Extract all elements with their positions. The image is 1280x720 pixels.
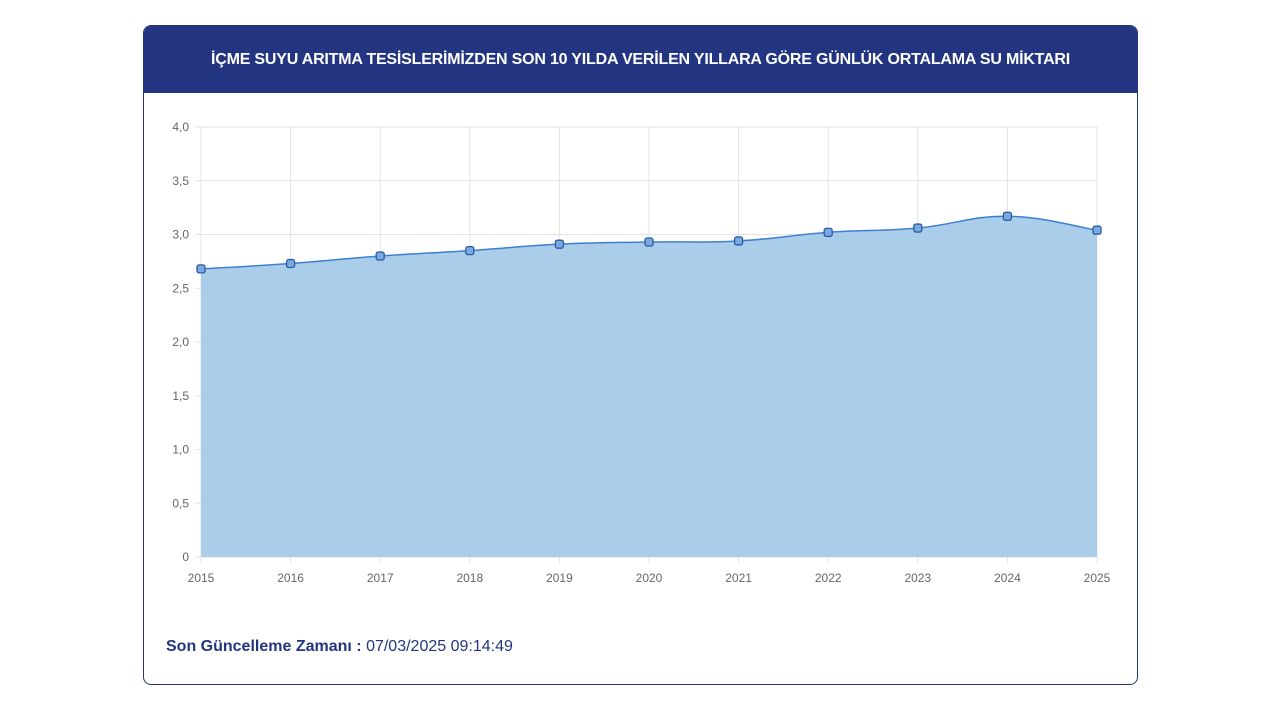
last-update-value: 07/03/2025 09:14:49 — [366, 638, 513, 655]
x-tick-label: 2021 — [725, 571, 752, 585]
data-point — [375, 251, 385, 261]
data-point — [733, 236, 744, 246]
x-tick-label: 2025 — [1084, 571, 1111, 585]
data-point — [196, 264, 206, 274]
x-tick-label: 2023 — [904, 571, 931, 585]
x-tick-label: 2020 — [636, 571, 663, 585]
chart-title: İÇME SUYU ARITMA TESİSLERİMİZDEN SON 10 … — [144, 26, 1137, 93]
y-tick-label: 2,0 — [172, 335, 189, 349]
area-fill — [201, 216, 1097, 558]
y-tick-label: 2,5 — [172, 281, 189, 295]
data-point — [285, 258, 296, 269]
data-point — [913, 223, 923, 233]
last-update-label: Son Güncelleme Zamanı : — [166, 638, 362, 655]
x-tick-label: 2024 — [994, 571, 1021, 585]
y-tick-label: 3,0 — [172, 228, 189, 242]
y-tick-label: 4,0 — [172, 120, 189, 134]
x-tick-label: 2022 — [815, 571, 842, 585]
data-point — [823, 227, 833, 238]
y-tick-label: 3,5 — [172, 174, 189, 188]
data-point — [465, 245, 475, 256]
y-tick-label: 1,0 — [172, 443, 189, 457]
x-tick-label: 2016 — [277, 571, 304, 585]
x-tick-label: 2018 — [456, 571, 483, 585]
data-point — [1092, 225, 1102, 235]
data-point — [554, 239, 565, 249]
last-update: Son Güncelleme Zamanı : 07/03/2025 09:14… — [166, 638, 513, 656]
y-tick-label: 0 — [182, 550, 189, 564]
data-point — [644, 237, 654, 247]
y-tick-label: 1,5 — [172, 389, 189, 403]
x-tick-label: 2019 — [546, 571, 573, 585]
y-tick-label: 0,5 — [172, 496, 189, 510]
x-tick-label: 2017 — [367, 571, 394, 585]
data-point — [1002, 211, 1013, 221]
x-tick-label: 2015 — [188, 571, 215, 585]
